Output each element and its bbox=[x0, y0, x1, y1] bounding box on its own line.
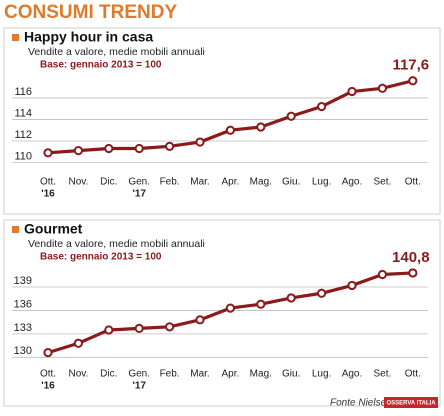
x-tick-label: Nov. bbox=[68, 177, 88, 188]
panel-frame bbox=[3, 27, 441, 215]
y-tick-label: 133 bbox=[14, 322, 32, 334]
data-point bbox=[104, 143, 114, 154]
data-point bbox=[73, 338, 84, 348]
y-tick-label: 110 bbox=[14, 150, 32, 162]
data-point bbox=[43, 148, 53, 158]
data-point bbox=[165, 322, 175, 332]
data-point bbox=[165, 141, 175, 151]
data-point bbox=[195, 315, 205, 325]
x-tick-label: Dic. bbox=[100, 369, 117, 380]
x-year-label: '16 bbox=[41, 381, 55, 392]
x-tick-label: Mag. bbox=[250, 369, 272, 380]
title-marker bbox=[12, 34, 19, 41]
x-tick-label: Ott. bbox=[40, 177, 56, 188]
x-tick-label: Apr. bbox=[222, 177, 240, 188]
data-point bbox=[286, 293, 296, 303]
y-tick-label: 136 bbox=[14, 298, 32, 310]
data-point bbox=[408, 76, 418, 86]
y-tick-label: 130 bbox=[14, 345, 32, 357]
x-tick-label: Feb. bbox=[160, 369, 180, 380]
x-tick-label: Gen. bbox=[128, 369, 150, 380]
y-tick-label: 116 bbox=[14, 86, 32, 98]
x-tick-label: Apr. bbox=[222, 369, 240, 380]
x-tick-label: Set. bbox=[374, 369, 392, 380]
x-tick-label: Ott. bbox=[40, 369, 56, 380]
chart-note: Base: gennaio 2013 = 100 bbox=[40, 60, 162, 71]
x-year-label: '17 bbox=[132, 381, 146, 392]
x-tick-label: Nov. bbox=[68, 369, 88, 380]
data-point bbox=[408, 268, 418, 278]
data-point bbox=[256, 299, 266, 309]
data-line bbox=[47, 271, 413, 355]
data-point bbox=[225, 125, 235, 135]
value-label: 140,8 bbox=[392, 249, 430, 266]
data-point bbox=[104, 325, 114, 335]
chart-title: Gourmet bbox=[24, 221, 83, 237]
x-tick-label: Ott. bbox=[405, 369, 421, 380]
data-point bbox=[134, 143, 144, 154]
x-tick-label: Ago. bbox=[342, 369, 363, 380]
x-tick-label: Ott. bbox=[405, 177, 421, 188]
x-tick-label: Gen. bbox=[128, 177, 150, 188]
x-tick-label: Set. bbox=[374, 177, 392, 188]
data-point bbox=[286, 111, 296, 121]
data-point bbox=[43, 348, 53, 358]
data-point bbox=[195, 137, 205, 147]
page-title: CONSUMI TRENDY bbox=[4, 2, 177, 23]
data-point bbox=[73, 146, 84, 156]
logo: OSSERVA ITALIA bbox=[386, 401, 436, 407]
chart-title: Happy hour in casa bbox=[24, 29, 153, 45]
x-tick-label: Giu. bbox=[282, 369, 300, 380]
chart-subtitle: Vendite a valore, medie mobili annuali bbox=[28, 238, 205, 250]
chart-subtitle: Vendite a valore, medie mobili annuali bbox=[28, 46, 205, 58]
data-point bbox=[317, 101, 327, 112]
chart-note: Base: gennaio 2013 = 100 bbox=[40, 252, 162, 263]
x-year-label: '17 bbox=[132, 189, 146, 200]
x-tick-label: Giu. bbox=[282, 177, 300, 188]
x-tick-label: Feb. bbox=[160, 177, 180, 188]
data-point bbox=[256, 122, 266, 132]
x-tick-label: Mag. bbox=[250, 177, 272, 188]
panel-frame bbox=[3, 219, 441, 407]
x-tick-label: Lug. bbox=[312, 177, 331, 188]
logo-box bbox=[384, 397, 438, 408]
data-point bbox=[317, 288, 327, 298]
x-tick-label: Mar. bbox=[190, 177, 209, 188]
x-tick-label: Lug. bbox=[312, 369, 331, 380]
data-point bbox=[377, 269, 387, 280]
data-line bbox=[47, 79, 414, 155]
y-tick-label: 114 bbox=[14, 107, 32, 119]
title-marker bbox=[12, 226, 19, 233]
data-point bbox=[134, 323, 144, 334]
x-year-label: '16 bbox=[41, 189, 55, 200]
data-point bbox=[377, 83, 387, 93]
data-point bbox=[347, 280, 357, 291]
value-label: 117,6 bbox=[392, 57, 429, 74]
data-point bbox=[347, 86, 357, 97]
y-tick-label: 112 bbox=[14, 129, 32, 141]
x-tick-label: Ago. bbox=[342, 177, 363, 188]
x-tick-label: Mar. bbox=[190, 369, 209, 380]
y-tick-label: 139 bbox=[14, 275, 32, 287]
x-tick-label: Dic. bbox=[100, 177, 117, 188]
data-point bbox=[225, 303, 235, 313]
source: Fonte Nielsen bbox=[330, 398, 392, 409]
